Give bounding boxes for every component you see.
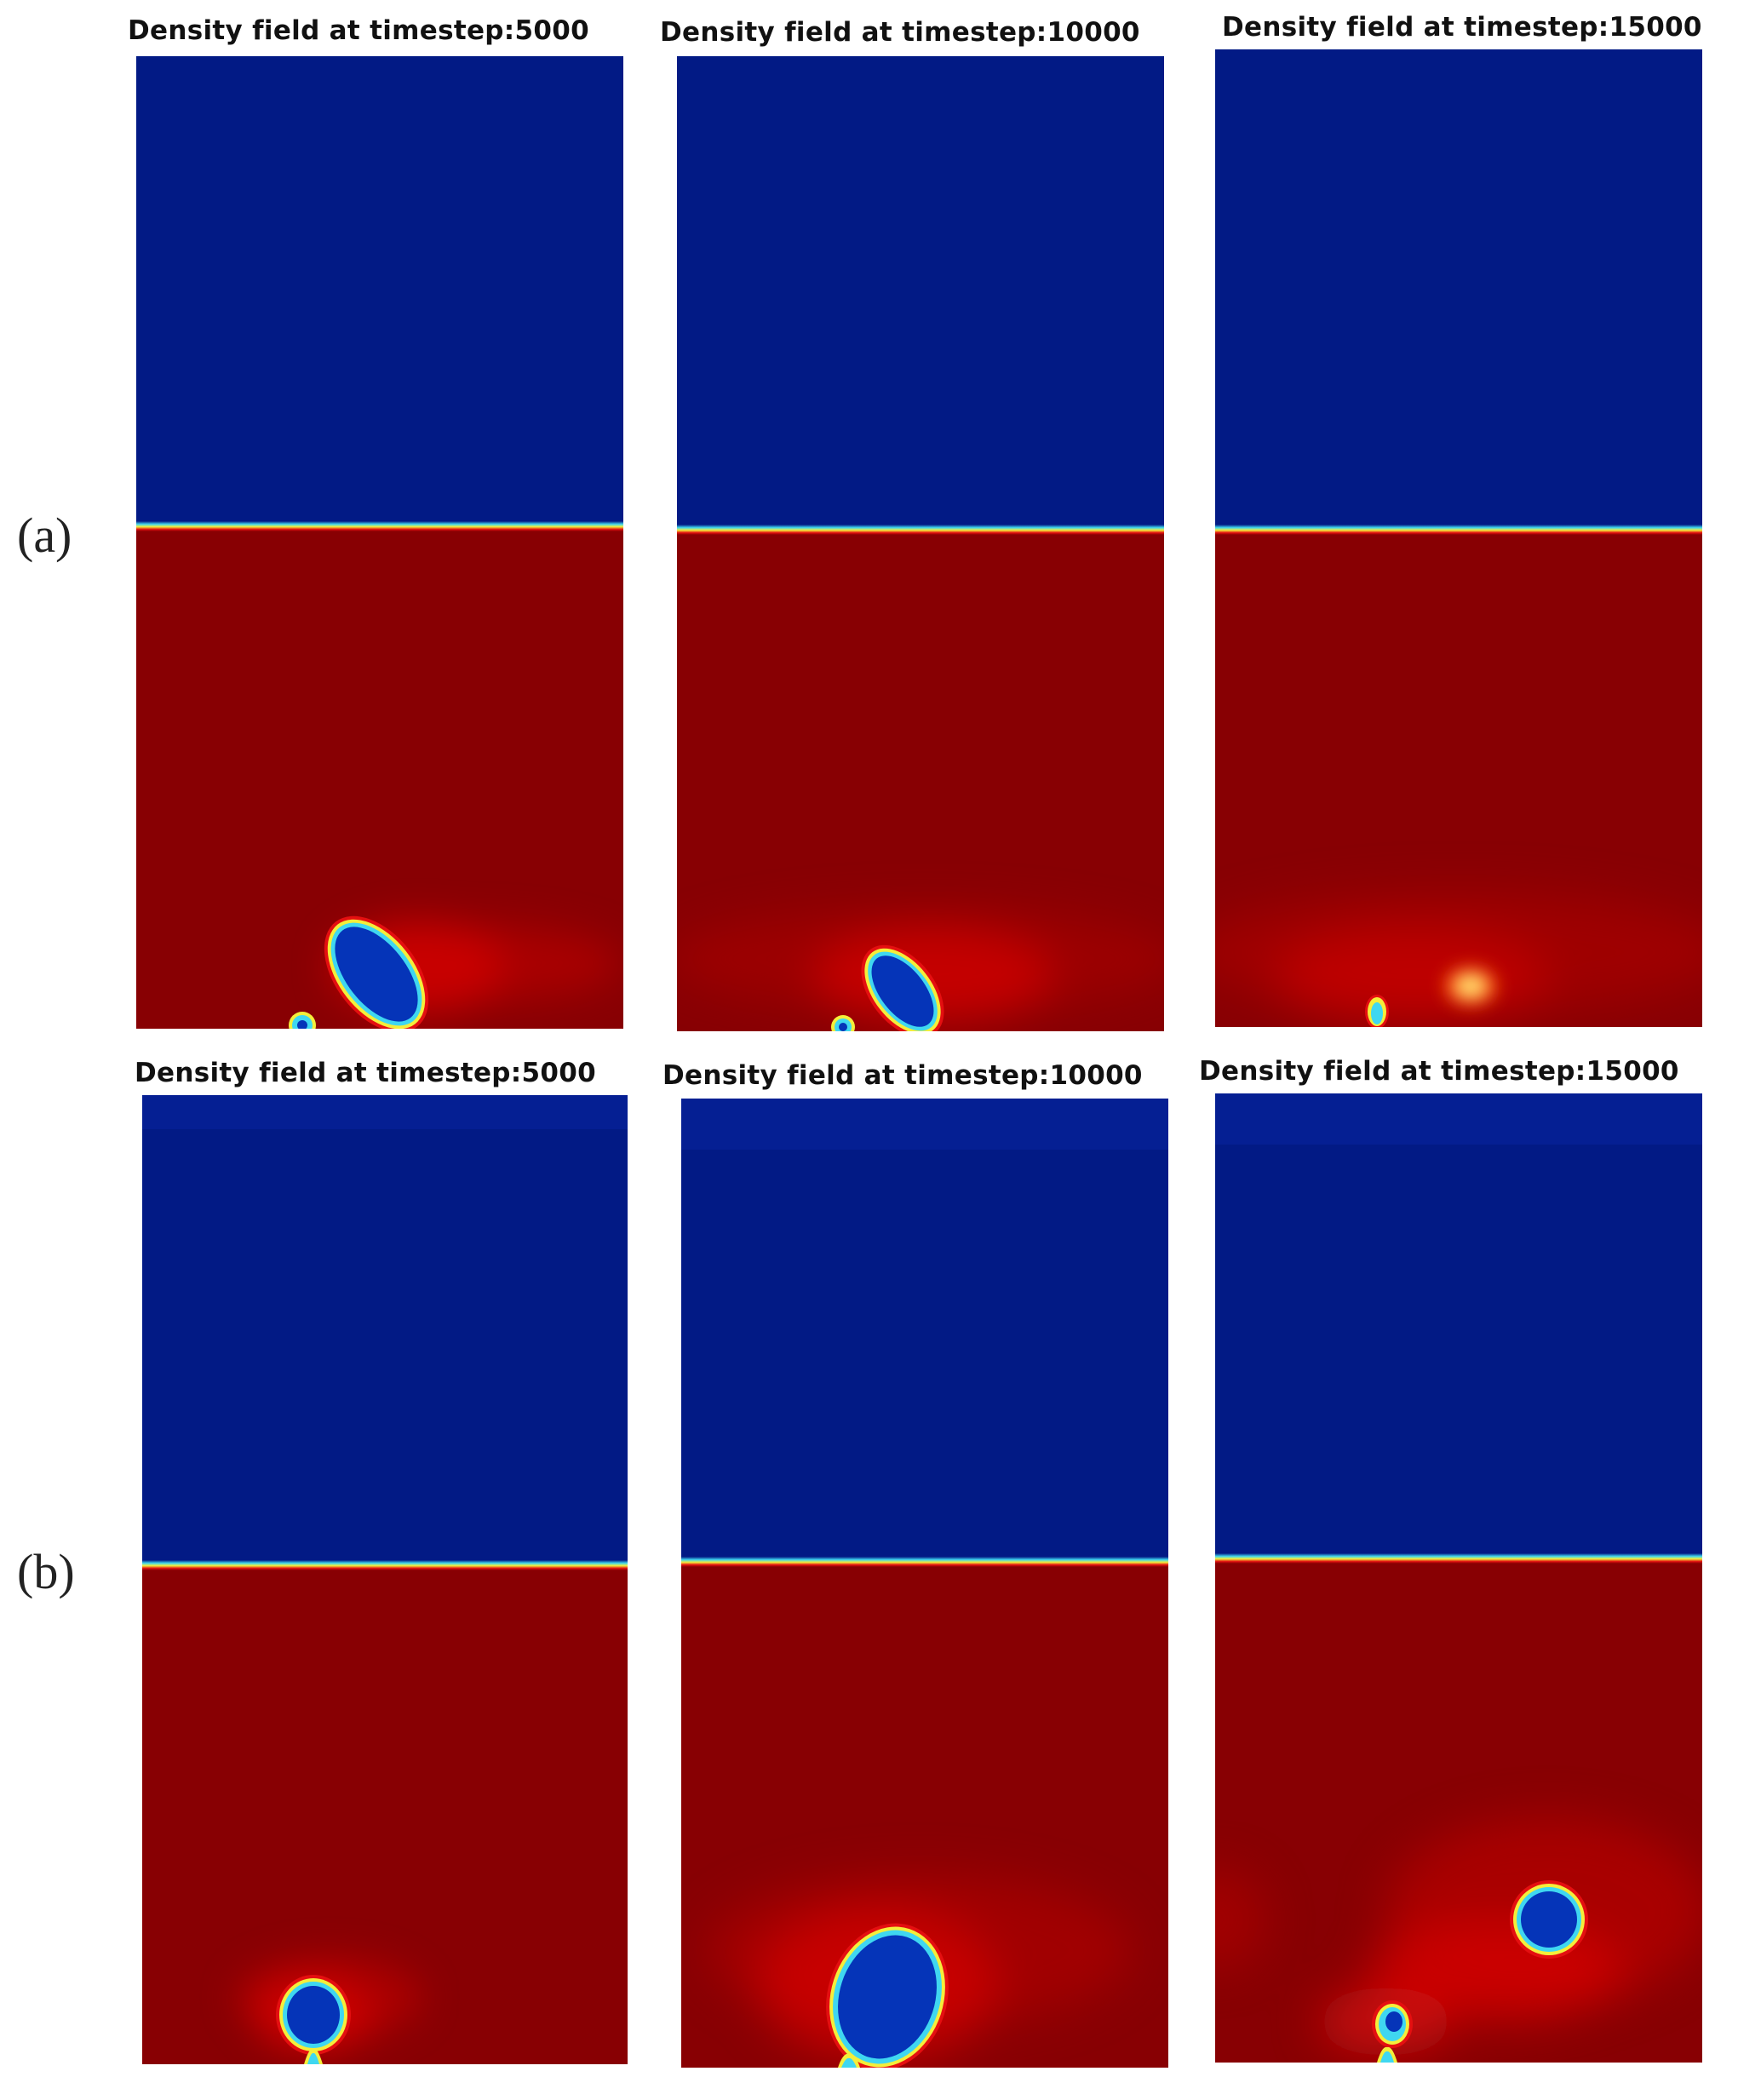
vapor-bubble (324, 915, 429, 1029)
interface-line (1215, 525, 1702, 535)
gas-region (677, 56, 1164, 530)
nucleation-site (831, 1015, 855, 1031)
density-panel-b2 (681, 1099, 1168, 2068)
panel-title-a2: Density field at timestep:10000 (660, 17, 1140, 48)
gas-region (142, 1095, 628, 1565)
density-panel-b1 (142, 1095, 628, 2064)
density-panel-a2 (677, 56, 1164, 1031)
panel-title-b2: Density field at timestep:10000 (663, 1060, 1143, 1091)
nucleation-site (838, 2053, 860, 2068)
detached-bubble (1510, 1880, 1588, 1959)
gas-top-band (1215, 1093, 1702, 1145)
nucleation-bubble (1372, 2000, 1413, 2063)
gas-top-band (681, 1099, 1168, 1150)
panel-title-a1: Density field at timestep:5000 (128, 15, 589, 46)
panel-title-a3: Density field at timestep:15000 (1222, 12, 1702, 43)
nucleation-site (304, 2048, 323, 2064)
interface-line (677, 525, 1164, 535)
gas-region (681, 1099, 1168, 1562)
gas-top-band (142, 1095, 628, 1129)
panel-title-b3: Density field at timestep:15000 (1199, 1056, 1679, 1087)
row-label-b: (b) (17, 1544, 75, 1599)
panel-title-b1: Density field at timestep:5000 (135, 1058, 596, 1088)
hot-spot (1445, 967, 1496, 1005)
interface-line (142, 1560, 628, 1570)
interface-line (136, 521, 623, 531)
density-panel-a1 (136, 56, 623, 1029)
vapor-bubble (826, 1923, 949, 2068)
interface-line (681, 1557, 1168, 1567)
vapor-bubble (861, 944, 944, 1031)
vapor-bubble (276, 1975, 351, 2055)
interface-line (1215, 1553, 1702, 1564)
density-panel-b3 (1215, 1093, 1702, 2063)
gas-region (136, 56, 623, 526)
nucleation-site (289, 1012, 316, 1029)
gas-region (1215, 1093, 1702, 1558)
density-panel-a3 (1215, 49, 1702, 1027)
nucleation-site (1365, 995, 1389, 1027)
gas-region (1215, 49, 1702, 530)
row-label-a: (a) (17, 508, 72, 563)
